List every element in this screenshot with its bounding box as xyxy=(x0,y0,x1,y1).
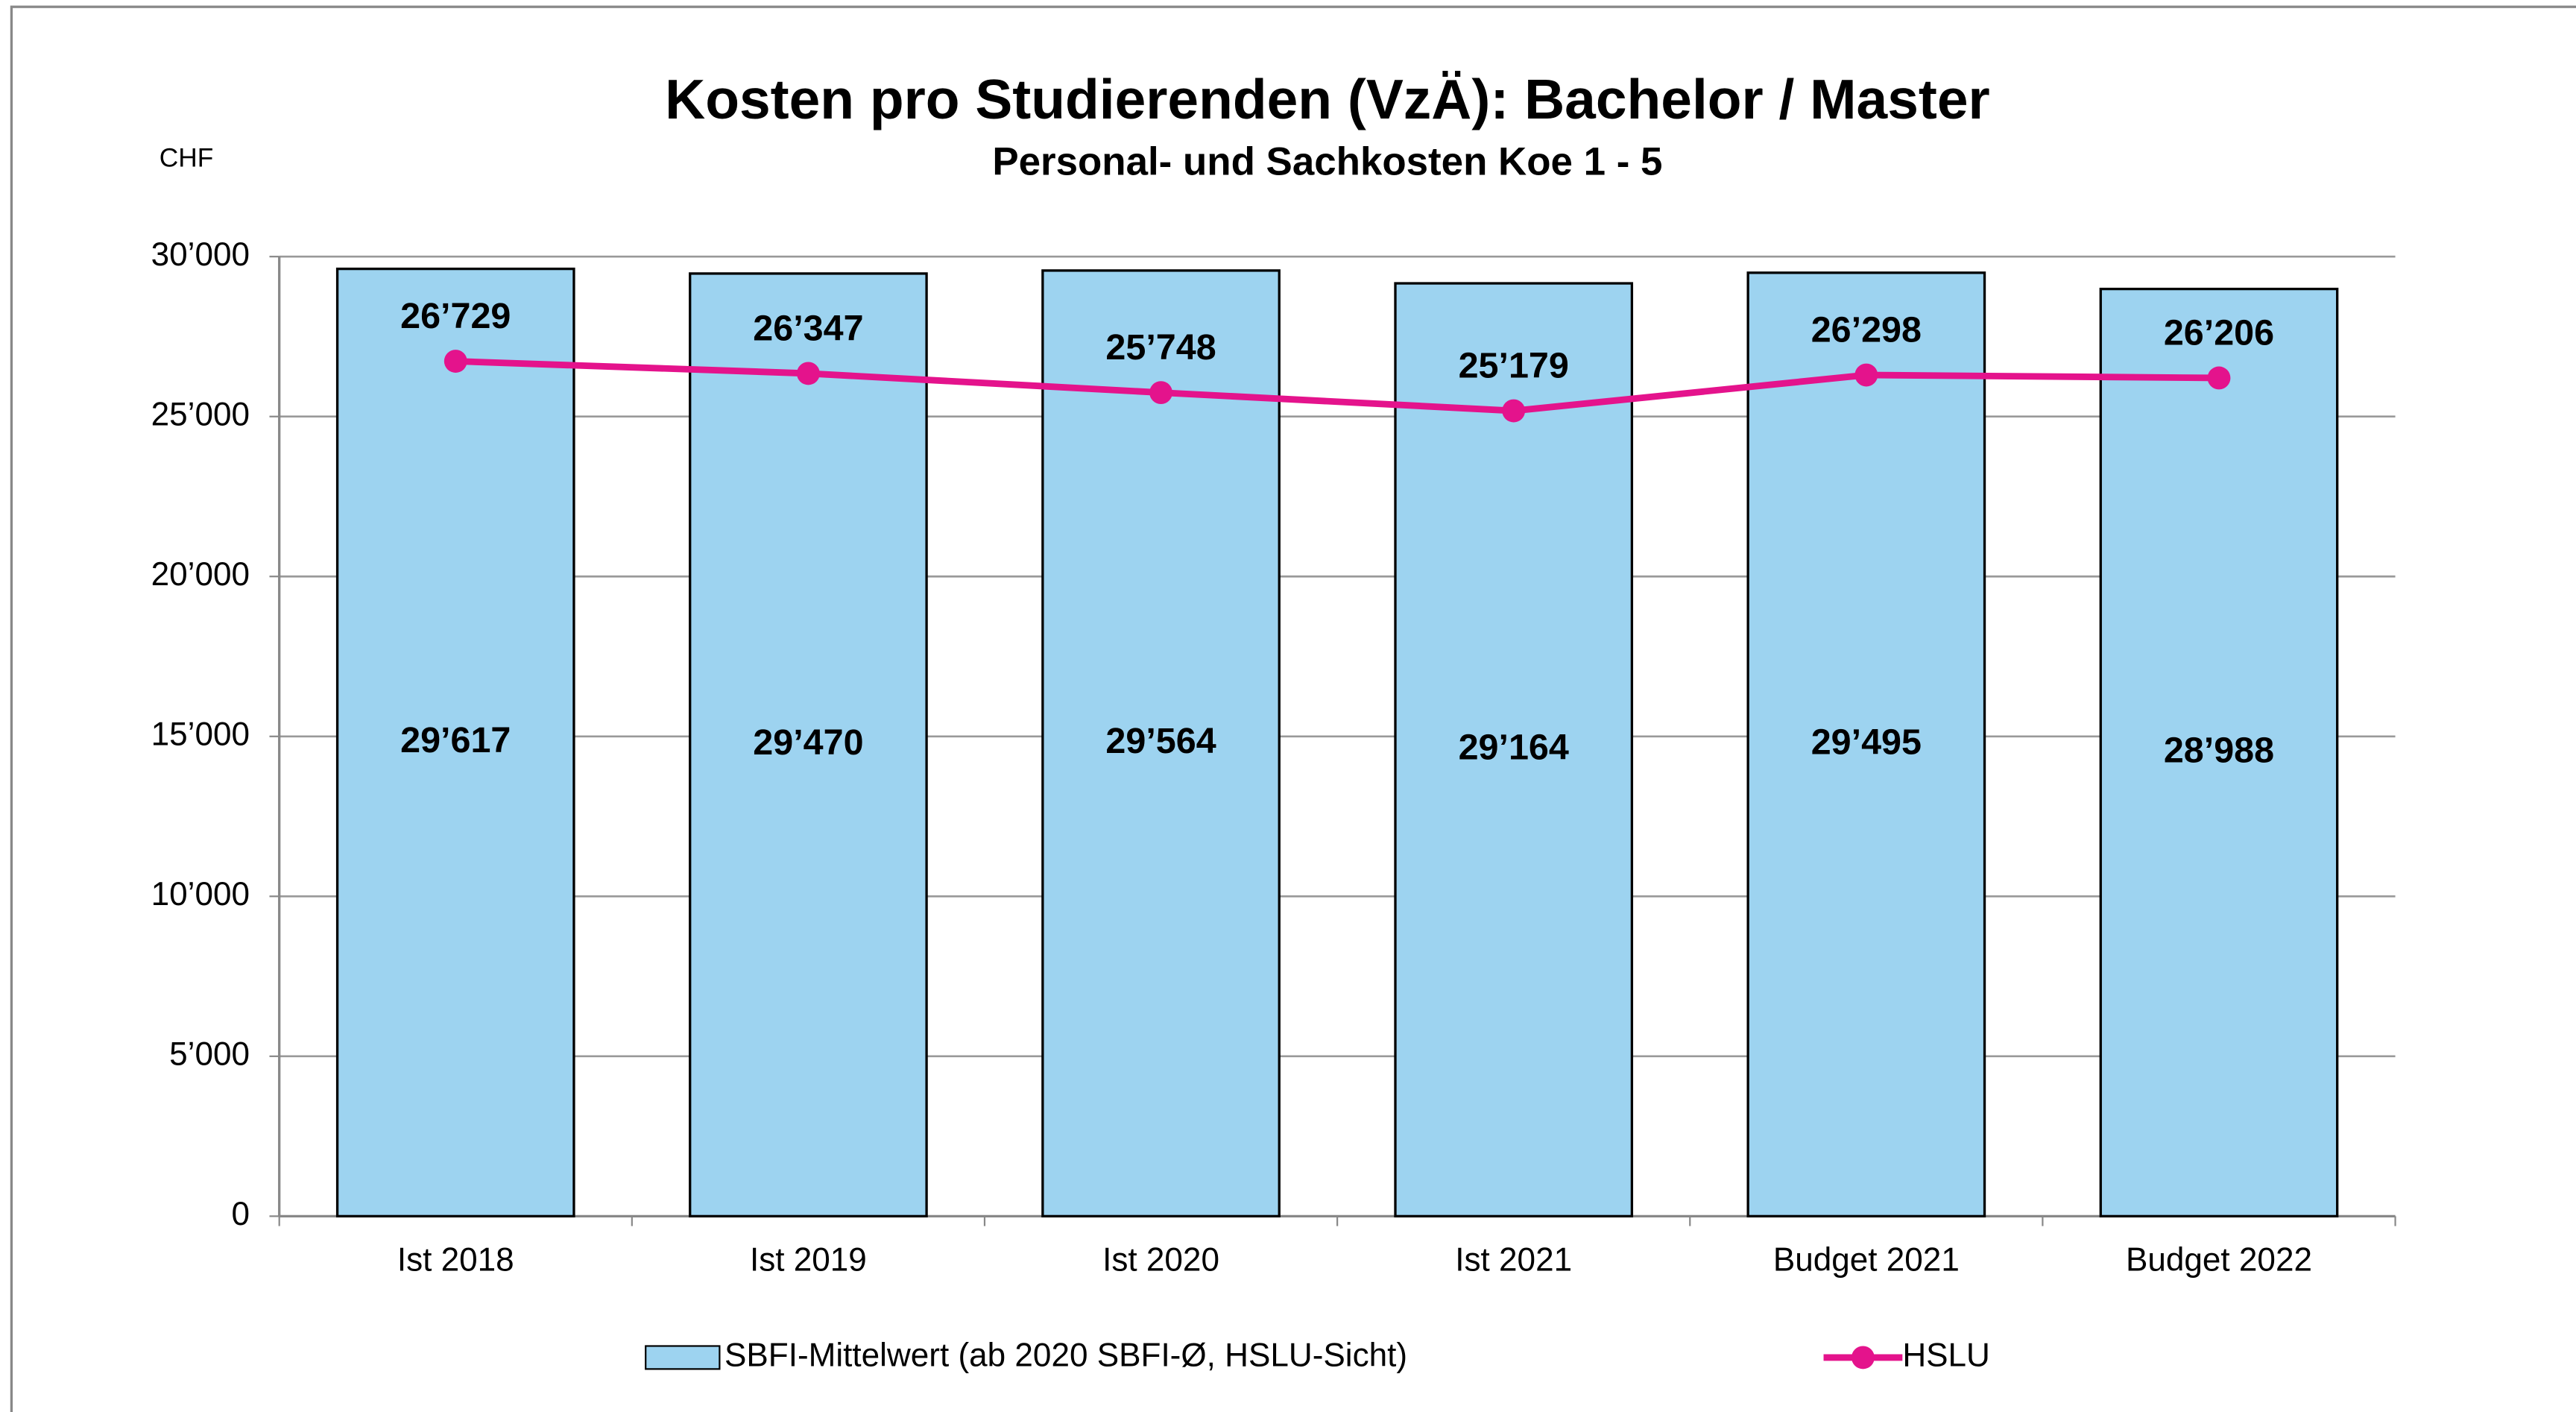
line-value-label: 26’729 xyxy=(400,296,511,336)
chart-subtitle: Personal- und Sachkosten Koe 1 - 5 xyxy=(992,140,1662,184)
bar xyxy=(2099,287,2339,1218)
bar-value-label: 29’470 xyxy=(753,722,863,763)
y-tick-label: 5’000 xyxy=(169,1036,250,1072)
line-marker xyxy=(1149,381,1172,405)
bar-value-label: 29’564 xyxy=(1105,721,1216,761)
bar xyxy=(1041,269,1281,1218)
line-value-label: 26’206 xyxy=(2164,312,2274,353)
x-tick-label: Ist 2020 xyxy=(1102,1242,1219,1279)
line-marker xyxy=(443,350,467,373)
x-tick-label: Budget 2022 xyxy=(2126,1242,2312,1279)
y-tick-label: 15’000 xyxy=(151,716,250,752)
bar-value-label: 28’988 xyxy=(2164,730,2274,770)
bar xyxy=(689,272,928,1218)
y-tick-label: 0 xyxy=(232,1196,250,1232)
y-tick-label: 20’000 xyxy=(151,556,250,593)
legend-label: HSLU xyxy=(1902,1337,1990,1374)
bar xyxy=(1394,282,1634,1218)
line-marker xyxy=(796,362,820,385)
y-tick-label: 30’000 xyxy=(151,236,250,273)
legend-label: SBFI-Mittelwert (ab 2020 SBFI-Ø, HSLU-Si… xyxy=(724,1337,1407,1374)
line-value-label: 25’179 xyxy=(1459,346,1569,386)
x-tick-label: Ist 2018 xyxy=(397,1242,514,1279)
legend-marker xyxy=(1852,1346,1875,1370)
line-value-label: 25’748 xyxy=(1105,327,1216,368)
x-tick-label: Budget 2021 xyxy=(1773,1242,1960,1279)
line-marker xyxy=(1502,399,1526,423)
bar xyxy=(1746,271,1986,1218)
line-value-label: 26’298 xyxy=(1811,310,1922,350)
bar-value-label: 29’617 xyxy=(400,720,511,760)
line-marker xyxy=(1854,363,1878,387)
chart-title: Kosten pro Studierenden (VzÄ): Bachelor … xyxy=(665,68,1990,130)
bar-value-label: 29’164 xyxy=(1459,728,1569,768)
legend-swatch xyxy=(645,1345,721,1370)
line-marker xyxy=(2207,366,2231,390)
y-axis-label: CHF xyxy=(160,143,213,172)
y-tick-label: 25’000 xyxy=(151,396,250,432)
line xyxy=(455,358,2220,415)
x-tick-label: Ist 2019 xyxy=(750,1242,867,1279)
x-tick-label: Ist 2021 xyxy=(1455,1242,1572,1279)
bar xyxy=(335,267,575,1218)
y-tick-label: 10’000 xyxy=(151,876,250,913)
line-value-label: 26’347 xyxy=(753,308,863,348)
bar-value-label: 29’495 xyxy=(1811,722,1922,762)
